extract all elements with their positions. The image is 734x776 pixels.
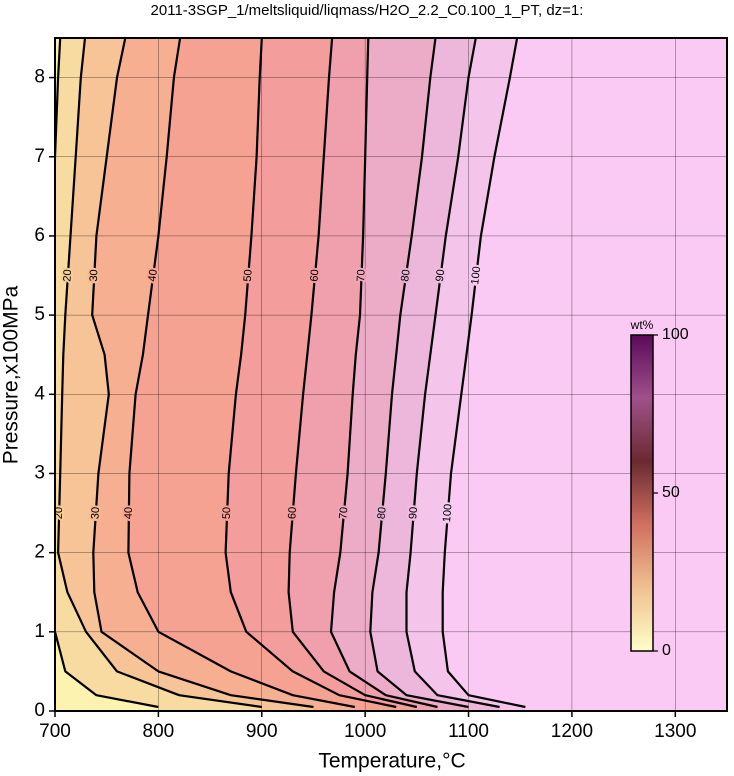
y-tick-label: 4 [34, 383, 45, 404]
colorbar-label: wt% [630, 318, 654, 332]
contour-label: 40 [146, 269, 159, 283]
x-axis-label: Temperature,°C [318, 750, 465, 773]
contour-label: 80 [376, 506, 389, 519]
y-tick-label: 1 [34, 621, 45, 642]
colorbar [630, 334, 654, 652]
contour-label: 60 [308, 269, 321, 282]
axes: 700 800 900 1000 1100 1200 1300012345678050100… [34, 37, 728, 742]
contour-band [55, 38, 355, 711]
contour-line [405, 38, 500, 709]
contour-label: 70 [355, 269, 367, 282]
x-tick-label: 900 [246, 721, 278, 742]
contour-label: 100 [441, 503, 454, 522]
contour-line [441, 38, 526, 709]
contour-label: 30 [88, 269, 101, 282]
contour-line [329, 38, 438, 709]
y-tick-label: 7 [34, 146, 45, 167]
contour-label: 20 [53, 507, 65, 520]
y-tick-label: 6 [34, 225, 45, 246]
y-tick-label: 8 [34, 67, 45, 88]
contour-label: 90 [407, 506, 420, 519]
plot-area: 20 20 30 30 40 40 50 50 60 60 70 70 80 80 90 90 100 100 [53, 38, 727, 711]
contour-label: 60 [286, 506, 299, 519]
y-tick-label: 2 [34, 542, 45, 563]
contour-line [287, 38, 418, 709]
x-tick-label: 1100 [448, 721, 489, 742]
contour-label: 40 [123, 507, 135, 519]
x-tick-label: 1300 [654, 721, 696, 742]
x-tick-label: 1000 [344, 721, 386, 742]
y-tick-label: 0 [34, 700, 45, 721]
colorbar-tick-label: 50 [662, 484, 680, 501]
chart-title: 2011-3SGP_1/meltsliquid/liqmass/H2O_2.2_… [151, 2, 584, 19]
contour-label: 50 [221, 507, 233, 520]
contour-label: 70 [337, 506, 350, 519]
contour-label: 100 [469, 266, 483, 286]
contour-label: 50 [242, 269, 255, 282]
colorbar-tick-label: 0 [662, 642, 671, 659]
contour-line [55, 38, 159, 709]
x-tick-label: 1200 [551, 721, 593, 742]
contour-line [369, 38, 469, 709]
contour-line [57, 38, 262, 709]
contour-label: 90 [434, 269, 447, 283]
contour-label: 80 [399, 269, 413, 283]
plot-frame [54, 37, 728, 712]
contour-line [91, 38, 314, 709]
contour-label: 20 [61, 269, 74, 282]
contour-band [55, 38, 262, 711]
contour-line [127, 38, 356, 709]
colorbar-tick-label: 100 [662, 326, 689, 343]
contour-label: 30 [89, 507, 102, 520]
x-tick-label: 700 [39, 721, 71, 742]
y-tick-label: 3 [34, 462, 45, 483]
y-axis-label: Pressure,x100MPa [0, 285, 23, 464]
contour-line [224, 38, 397, 709]
x-tick-label: 800 [143, 721, 175, 742]
y-tick-label: 5 [34, 304, 45, 325]
